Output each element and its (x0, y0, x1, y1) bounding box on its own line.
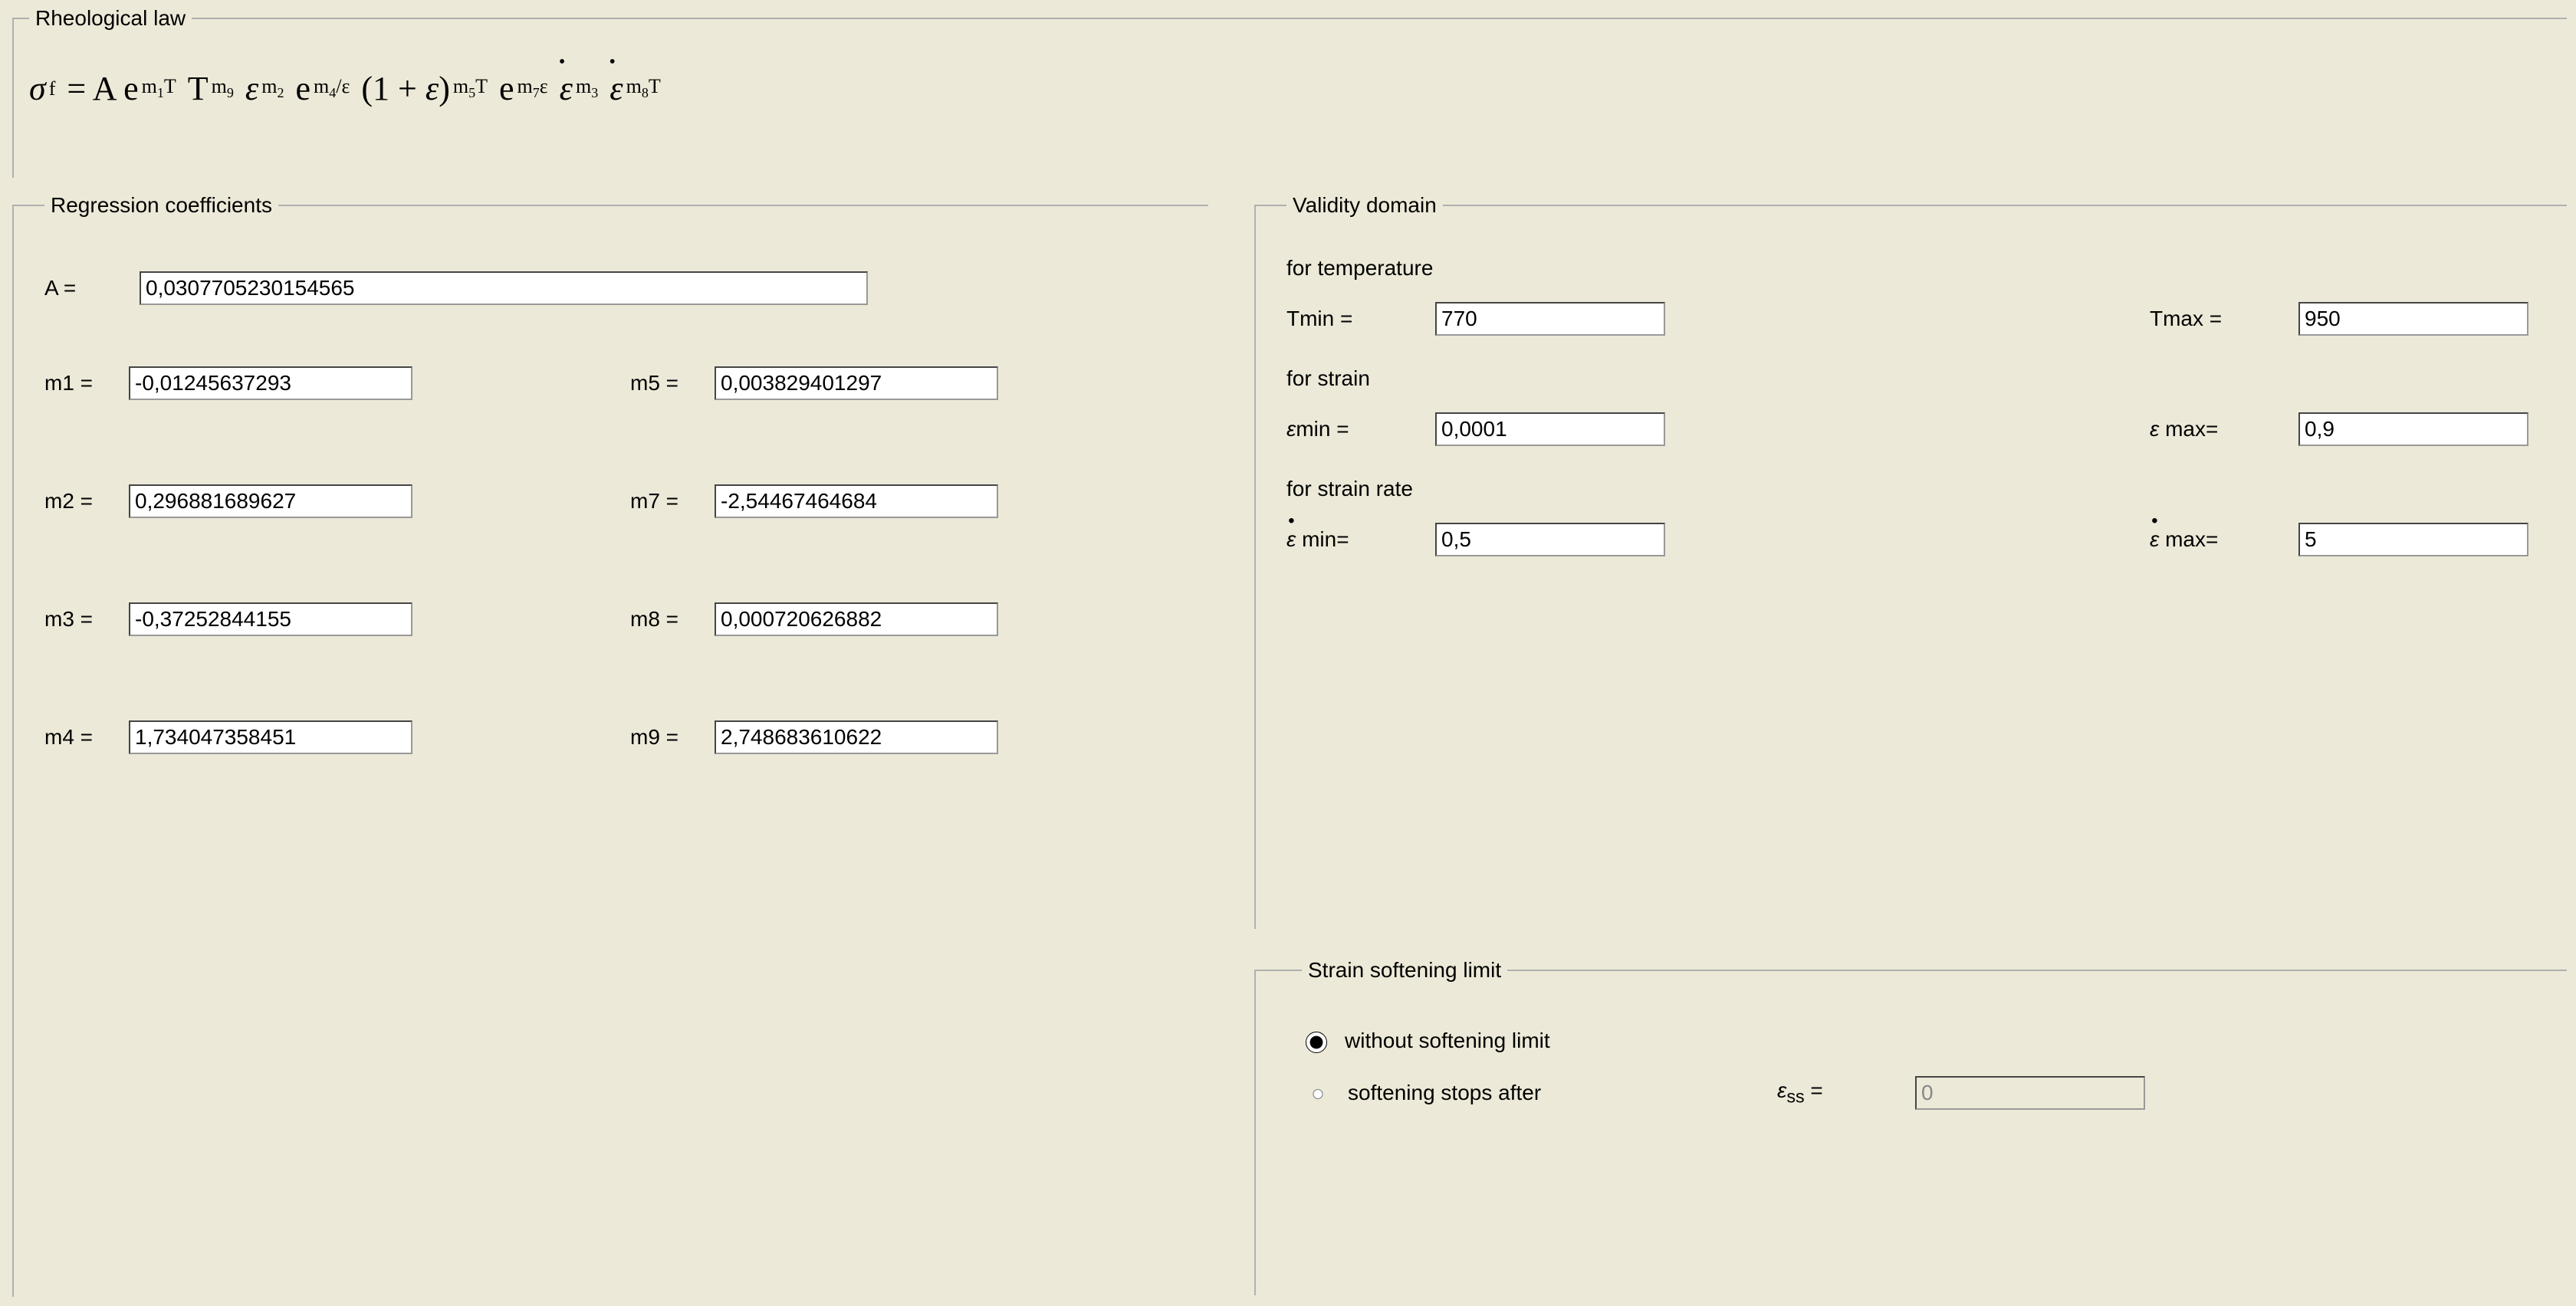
edotmax-label: ε max= (2150, 527, 2288, 552)
a-input[interactable] (140, 271, 868, 305)
softening-legend: Strain softening limit (1302, 958, 1507, 983)
regression-legend: Regression coefficients (44, 193, 278, 218)
m7-label: m7 = (630, 489, 704, 514)
regression-coefficients-group: Regression coefficients A = m1 = m5 = m2… (12, 193, 1208, 1297)
without-softening-radio[interactable] (1306, 1032, 1327, 1053)
m2-label: m2 = (44, 489, 118, 514)
m5-label: m5 = (630, 371, 704, 395)
m4-input[interactable] (129, 720, 412, 754)
m2-input[interactable] (129, 484, 412, 518)
m1-label: m1 = (44, 371, 118, 395)
validity-domain-group: Validity domain for temperature Tmin = T… (1254, 193, 2567, 929)
a-label: A = (44, 276, 121, 300)
ess-input[interactable] (1915, 1076, 2145, 1110)
softening-stops-label: softening stops after (1348, 1081, 1762, 1105)
temperature-label: for temperature (1286, 256, 2544, 281)
softening-stops-radio[interactable] (1306, 1089, 1330, 1099)
tmax-label: Tmax = (2150, 307, 2288, 331)
m3-input[interactable] (129, 602, 412, 636)
m4-label: m4 = (44, 725, 118, 750)
m8-input[interactable] (715, 602, 998, 636)
tmax-input[interactable] (2298, 302, 2528, 336)
strain-rate-label: for strain rate (1286, 477, 2544, 501)
emax-label: ε max= (2150, 417, 2288, 441)
without-softening-label: without softening limit (1345, 1029, 1550, 1053)
edotmin-label: ε min= (1286, 527, 1424, 552)
m8-label: m8 = (630, 607, 704, 632)
emin-input[interactable] (1435, 412, 1665, 446)
strain-softening-group: Strain softening limit without softening… (1254, 958, 2567, 1295)
m9-label: m9 = (630, 725, 704, 750)
edotmax-input[interactable] (2298, 523, 2528, 556)
strain-label: for strain (1286, 366, 2544, 391)
tmin-label: Tmin = (1286, 307, 1424, 331)
edotmin-input[interactable] (1435, 523, 1665, 556)
rheological-law-legend: Rheological law (29, 6, 192, 31)
tmin-input[interactable] (1435, 302, 1665, 336)
emax-input[interactable] (2298, 412, 2528, 446)
emin-label: εmin = (1286, 417, 1424, 441)
rheological-law-group: Rheological law σf = A em1T Tm9 εm2 em4/… (12, 6, 2567, 178)
m5-input[interactable] (715, 366, 998, 400)
validity-legend: Validity domain (1286, 193, 1443, 218)
m7-input[interactable] (715, 484, 998, 518)
ess-label: εss = (1777, 1078, 1900, 1107)
m1-input[interactable] (129, 366, 412, 400)
m9-input[interactable] (715, 720, 998, 754)
m3-label: m3 = (44, 607, 118, 632)
formula: σf = A em1T Tm9 εm2 em4/ε (1 + ε)m5T em7… (29, 69, 2551, 108)
